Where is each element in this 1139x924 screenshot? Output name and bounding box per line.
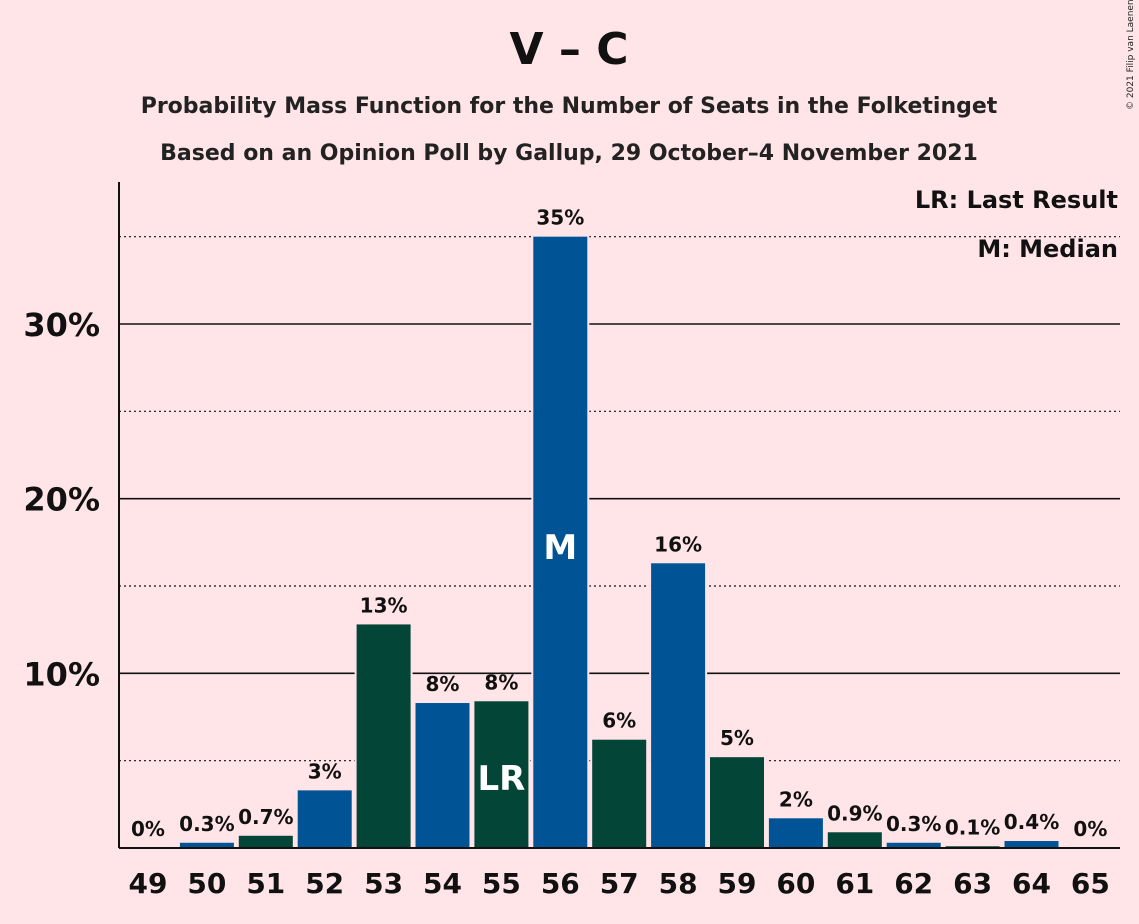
bar-54 [415, 703, 470, 848]
bar-51 [238, 835, 293, 848]
x-tick-51: 51 [246, 867, 285, 900]
data-label-59: 5% [720, 726, 754, 750]
x-tick-61: 61 [835, 867, 874, 900]
bar-58 [651, 563, 706, 848]
x-tick-55: 55 [482, 867, 521, 900]
y-tick-label: 10% [23, 655, 100, 693]
data-label-52: 3% [308, 759, 342, 783]
data-label-64: 0.4% [1004, 810, 1059, 834]
bar-53 [356, 624, 411, 848]
marker-lr: LR [477, 759, 525, 799]
bar-52 [297, 790, 352, 848]
marker-m: M [543, 528, 577, 568]
bars-group [177, 235, 1061, 848]
data-label-49: 0% [131, 817, 165, 841]
data-label-50: 0.3% [179, 812, 234, 836]
bar-59 [710, 757, 764, 848]
y-tick-label: 30% [23, 306, 100, 344]
x-tick-52: 52 [305, 867, 344, 900]
data-label-57: 6% [602, 709, 636, 733]
legend-last-result: LR: Last Result [915, 186, 1118, 214]
x-tick-49: 49 [129, 867, 168, 900]
data-label-53: 13% [360, 593, 408, 617]
data-labels-group: 0% 49 0.3% 50 0.7% 51 3% 52 13% 53 8% 54 8% 55 LR 35% 56… [129, 206, 1110, 900]
bar-60 [768, 818, 823, 848]
axes-group: 10% 20% 30% [23, 182, 1120, 849]
data-label-56: 35% [536, 206, 584, 230]
y-tick-label: 20% [23, 481, 100, 519]
chart-title: V – C [510, 24, 629, 75]
data-label-60: 2% [779, 787, 813, 811]
bar-61 [827, 832, 882, 848]
data-label-65: 0% [1073, 817, 1107, 841]
chart-subtitle-2: Based on an Opinion Poll by Gallup, 29 O… [160, 141, 978, 166]
x-tick-62: 62 [894, 867, 933, 900]
copyright-note: © 2021 Filip van Laenen [1126, 0, 1136, 110]
x-tick-57: 57 [600, 867, 639, 900]
x-tick-50: 50 [187, 867, 226, 900]
bar-55 [474, 701, 529, 848]
x-tick-59: 59 [718, 867, 757, 900]
bar-62 [886, 842, 941, 848]
x-tick-56: 56 [541, 867, 580, 900]
x-tick-53: 53 [364, 867, 403, 900]
bar-64 [1004, 841, 1059, 848]
x-tick-65: 65 [1071, 867, 1110, 900]
data-label-58: 16% [654, 532, 702, 556]
legend-median: M: Median [977, 235, 1118, 263]
data-label-51: 0.7% [238, 805, 293, 829]
data-label-61: 0.9% [827, 801, 882, 825]
data-label-63: 0.1% [945, 815, 1000, 839]
x-tick-64: 64 [1012, 867, 1051, 900]
bar-50 [179, 842, 234, 848]
data-label-55: 8% [484, 670, 518, 694]
chart-subtitle-1: Probability Mass Function for the Number… [141, 94, 998, 119]
grid-lines [119, 236, 1120, 762]
x-tick-60: 60 [776, 867, 815, 900]
data-label-62: 0.3% [886, 812, 941, 836]
x-tick-58: 58 [659, 867, 698, 900]
bar-57 [592, 739, 647, 848]
x-tick-63: 63 [953, 867, 992, 900]
x-tick-54: 54 [423, 867, 462, 900]
bar-56 [533, 236, 588, 848]
data-label-54: 8% [426, 672, 460, 696]
